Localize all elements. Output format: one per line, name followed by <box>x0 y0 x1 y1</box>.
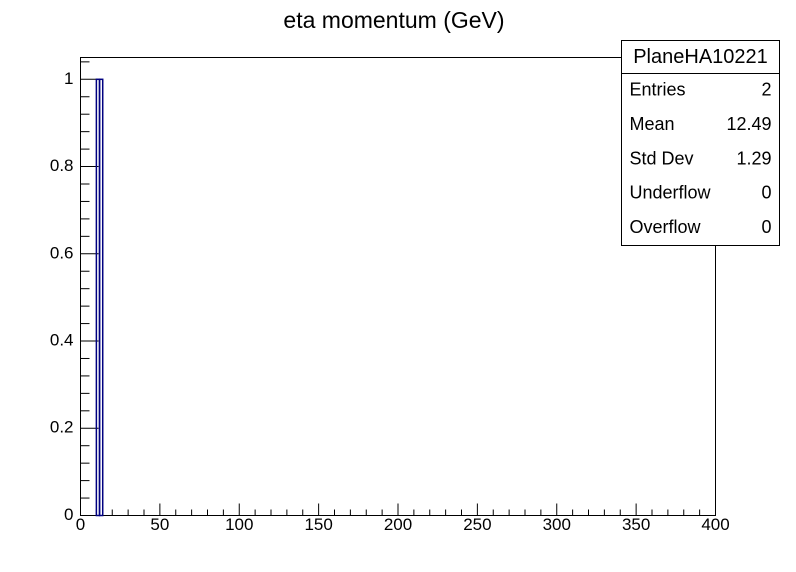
stats-label: Mean <box>630 114 675 134</box>
y-tick-label: 0.2 <box>50 418 74 437</box>
y-tick-label: 0.6 <box>50 243 74 262</box>
stats-label: Std Dev <box>630 148 694 168</box>
stats-label: Underflow <box>630 183 712 203</box>
x-tick-label: 350 <box>622 515 650 534</box>
stats-value: 2 <box>761 79 771 99</box>
x-tick-label: 200 <box>384 515 412 534</box>
stats-label: Entries <box>630 79 686 99</box>
y-tick-label: 1 <box>64 69 73 88</box>
stats-value: 1.29 <box>736 148 771 168</box>
y-tick-label: 0.4 <box>50 331 74 350</box>
stats-value: 12.49 <box>726 114 771 134</box>
x-tick-label: 0 <box>76 515 85 534</box>
x-tick-label: 50 <box>150 515 169 534</box>
stats-value: 0 <box>761 183 771 203</box>
y-tick-label: 0.8 <box>50 156 74 175</box>
x-tick-label: 100 <box>225 515 253 534</box>
stats-box <box>621 40 780 246</box>
y-tick-label: 0 <box>64 505 73 524</box>
x-tick-label: 150 <box>304 515 332 534</box>
stats-label: Overflow <box>630 217 702 237</box>
stats-value: 0 <box>761 217 771 237</box>
x-tick-label: 300 <box>543 515 571 534</box>
stats-title: PlaneHA10221 <box>633 46 768 68</box>
x-tick-label: 250 <box>463 515 491 534</box>
x-tick-label: 400 <box>701 515 729 534</box>
bar <box>98 78 104 517</box>
chart-title: eta momentum (GeV) <box>283 7 504 33</box>
